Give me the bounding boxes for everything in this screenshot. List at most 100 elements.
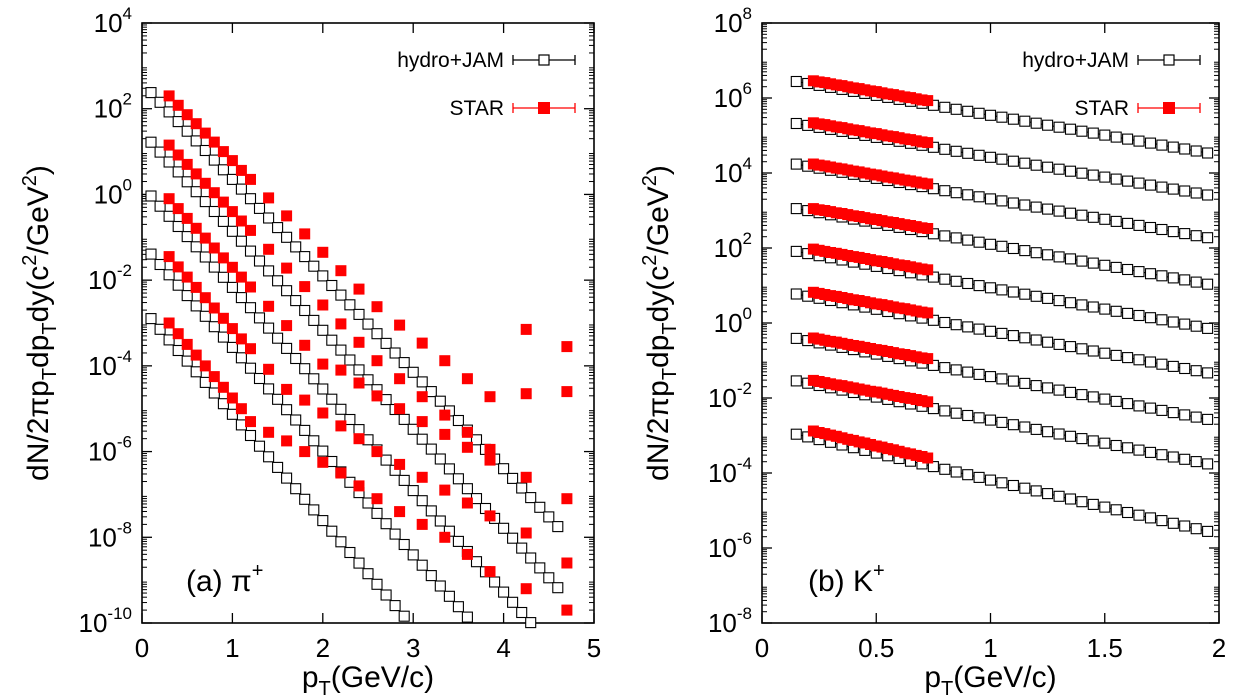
star-data-point [484,510,496,522]
star-data-point [299,228,311,240]
hydro-jam-point [226,341,238,353]
star-data-point [819,428,831,440]
y-tick-base: 10 [94,179,123,209]
star-data-point [853,295,865,306]
hydro-jam-point [317,383,329,395]
hydro-jam-point [1019,199,1031,211]
y-axis-title-part: T [39,322,61,334]
star-data-point [893,90,905,102]
y-tick-exponent: 4 [743,154,752,173]
star-data-point [899,133,911,145]
star-data-point [394,319,406,331]
y-tick-exponent: 8 [743,4,752,23]
hydro-jam-point [226,408,238,420]
hydro-jam-point [1064,493,1077,505]
star-data-point [853,436,865,448]
star-data-point [893,259,905,271]
star-data-point [870,169,882,181]
hydro-jam-point [163,334,175,346]
star-data-point [353,377,365,389]
hydro-jam-point [407,423,419,435]
y-axis-title: dN/2πpTdpTdy(c2/GeV2) [19,165,61,481]
hydro-jam-point [1122,442,1134,454]
star-data-point [263,426,275,438]
star-data-point [836,248,848,260]
hydro-jam-point [299,363,311,375]
star-data-point [916,94,928,106]
star-data-point [910,449,922,461]
star-data-point [910,93,922,105]
y-axis-title-part: dy(c [22,266,55,323]
star-data-point [853,383,865,395]
star-data-point [922,137,934,149]
hydro-jam-point [950,232,962,244]
star-data-point [865,127,876,139]
hydro-jam-point [939,101,951,113]
star-data-point [335,420,347,432]
star-data-point [813,287,825,299]
hydro-jam-point [1076,209,1088,221]
hydro-jam-point [1167,360,1179,372]
legend-marker-star [538,102,550,114]
hydro-jam-point [939,143,951,155]
star-data-point [842,123,854,135]
hydro-jam-point [1099,171,1111,183]
hydro-jam-point [380,337,392,349]
y-tick-exponent: -6 [737,529,752,548]
legend-label-star: STAR [1075,97,1129,120]
star-data-point [910,351,922,363]
hydro-jam-point [1087,435,1099,447]
hydro-jam-point [398,357,410,369]
hydro-jam-point [443,463,455,475]
hydro-jam-point [389,347,401,359]
star-data-point [226,392,238,404]
star-data-point [899,349,911,360]
hydro-jam-point [950,407,962,419]
star-data-point [825,206,836,218]
hydro-jam-point [1122,398,1134,410]
hydro-jam-point [1122,175,1134,187]
hydro-jam-point [344,476,356,488]
hydro-jam-point [996,111,1008,123]
hydro-jam-point [1110,439,1122,452]
hydro-jam-point [290,483,302,495]
hydro-jam-point [1030,159,1042,171]
star-data-point [865,168,876,180]
star-data-point [916,263,928,275]
hydro-jam-point [272,393,284,405]
star-data-point [905,175,916,187]
x-tick-label: 1 [983,633,997,663]
star-data-point [416,518,428,530]
hydro-jam-point [172,220,184,233]
hydro-jam-point [802,431,814,443]
star-data-point [865,439,876,450]
hydro-jam-point [1099,437,1111,449]
x-axis-title: pT(GeV/c) [302,661,434,696]
star-data-point [905,261,916,273]
hydro-jam-point [507,472,519,484]
star-data-point [825,290,836,302]
hydro-jam-point [552,582,564,594]
hydro-jam-point [145,87,157,99]
star-data-point [371,355,383,367]
star-data-point [235,271,247,283]
hydro-jam-point [1007,330,1019,342]
star-data-point [922,178,934,190]
star-data-point [870,386,882,398]
hydro-jam-point [1042,203,1054,215]
hydro-jam-point [299,493,311,505]
hydro-jam-point [163,210,175,222]
y-tick-base: 10 [714,8,743,38]
hydro-jam-point [939,273,951,285]
hydro-jam-point [145,190,157,202]
hydro-jam-point [939,405,951,417]
star-data-point [842,433,854,445]
hydro-jam-point [543,572,555,584]
star-data-point [807,158,819,170]
y-tick-exponent: -4 [117,347,132,366]
star-data-point [208,242,220,254]
hydro-jam-point [1179,318,1191,330]
hydro-jam-point [172,166,184,178]
hydro-jam-point [507,532,519,544]
hydro-jam-point [326,525,338,537]
